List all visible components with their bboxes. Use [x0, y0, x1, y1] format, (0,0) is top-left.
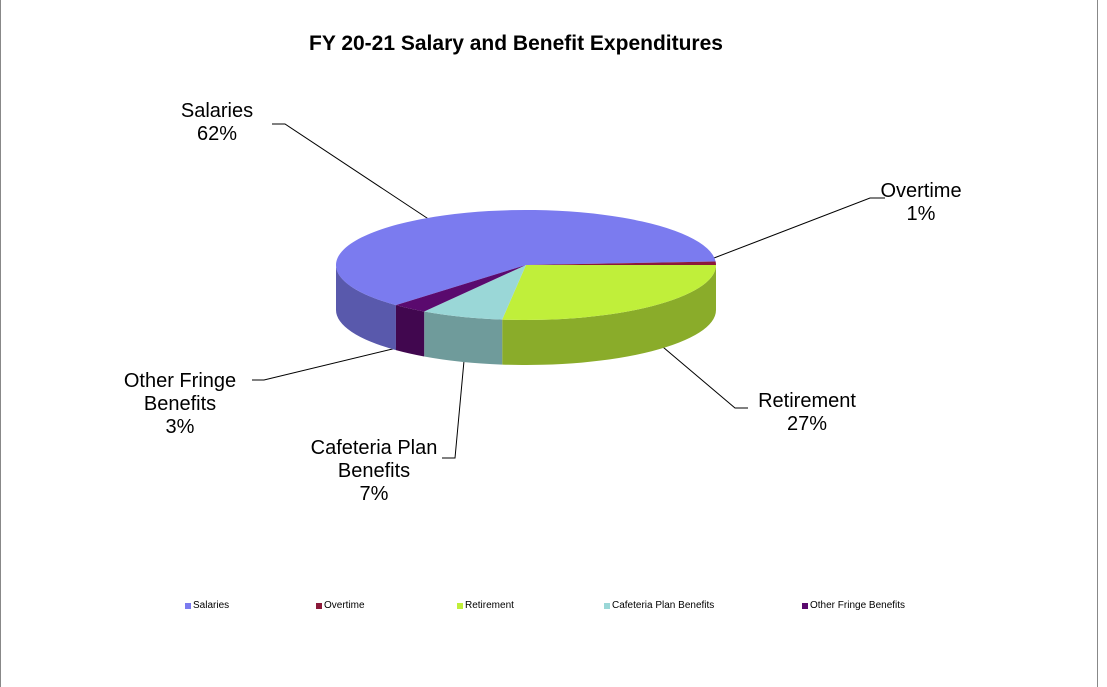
data-label: Retirement 27% [732, 390, 882, 436]
legend-label: Overtime [324, 600, 365, 611]
legend-item: Cafeteria Plan Benefits [604, 600, 714, 611]
legend-label: Retirement [465, 600, 514, 611]
legend-label: Salaries [193, 600, 230, 611]
leader-line [656, 341, 748, 409]
chart-title: FY 20-21 Salary and Benefit Expenditures [309, 32, 723, 55]
label-name: Retirement [758, 390, 856, 412]
legend-swatch [604, 602, 610, 609]
legend-swatch [802, 602, 808, 609]
legend-swatch [185, 602, 191, 609]
label-value: 3% [165, 416, 195, 438]
slice [502, 265, 716, 320]
slice [424, 265, 526, 320]
legend-label: Other Fringe Benefits [810, 600, 906, 611]
legend-item: Overtime [316, 600, 365, 611]
slice-side [424, 311, 503, 365]
label-value: 7% [359, 483, 389, 505]
label-value: 1% [906, 203, 936, 225]
leader-line [252, 344, 410, 381]
slice-side [395, 305, 425, 357]
slice [526, 261, 716, 265]
leaders [252, 123, 885, 459]
legend-item: Retirement [457, 600, 514, 611]
data-label: Overtime 1% [846, 180, 996, 226]
label-value: 27% [786, 413, 828, 435]
data-label: Salaries 62% [142, 100, 292, 146]
legend-item: Salaries [185, 600, 229, 611]
slice-side [502, 265, 716, 365]
label-name: Salaries [180, 100, 254, 122]
legend-item: Other Fringe Benefits [802, 600, 905, 611]
leader-line [442, 349, 466, 459]
label-name: Cafeteria Plan Benefits [310, 437, 438, 482]
slice [395, 265, 526, 312]
legend-label: Cafeteria Plan Benefits [612, 600, 715, 611]
data-label: Other Fringe Benefits 3% [100, 370, 260, 439]
slice-side [336, 265, 396, 351]
pie [336, 210, 716, 365]
leader-line [713, 197, 885, 259]
leader-line [272, 123, 434, 223]
label-value: 62% [196, 123, 238, 145]
label-name: Overtime [880, 180, 962, 202]
label-name: Other Fringe Benefits [123, 370, 237, 415]
legend-swatch [316, 602, 322, 609]
legend-swatch [457, 602, 463, 609]
slice [336, 210, 716, 306]
data-label: Cafeteria Plan Benefits 7% [289, 437, 459, 506]
